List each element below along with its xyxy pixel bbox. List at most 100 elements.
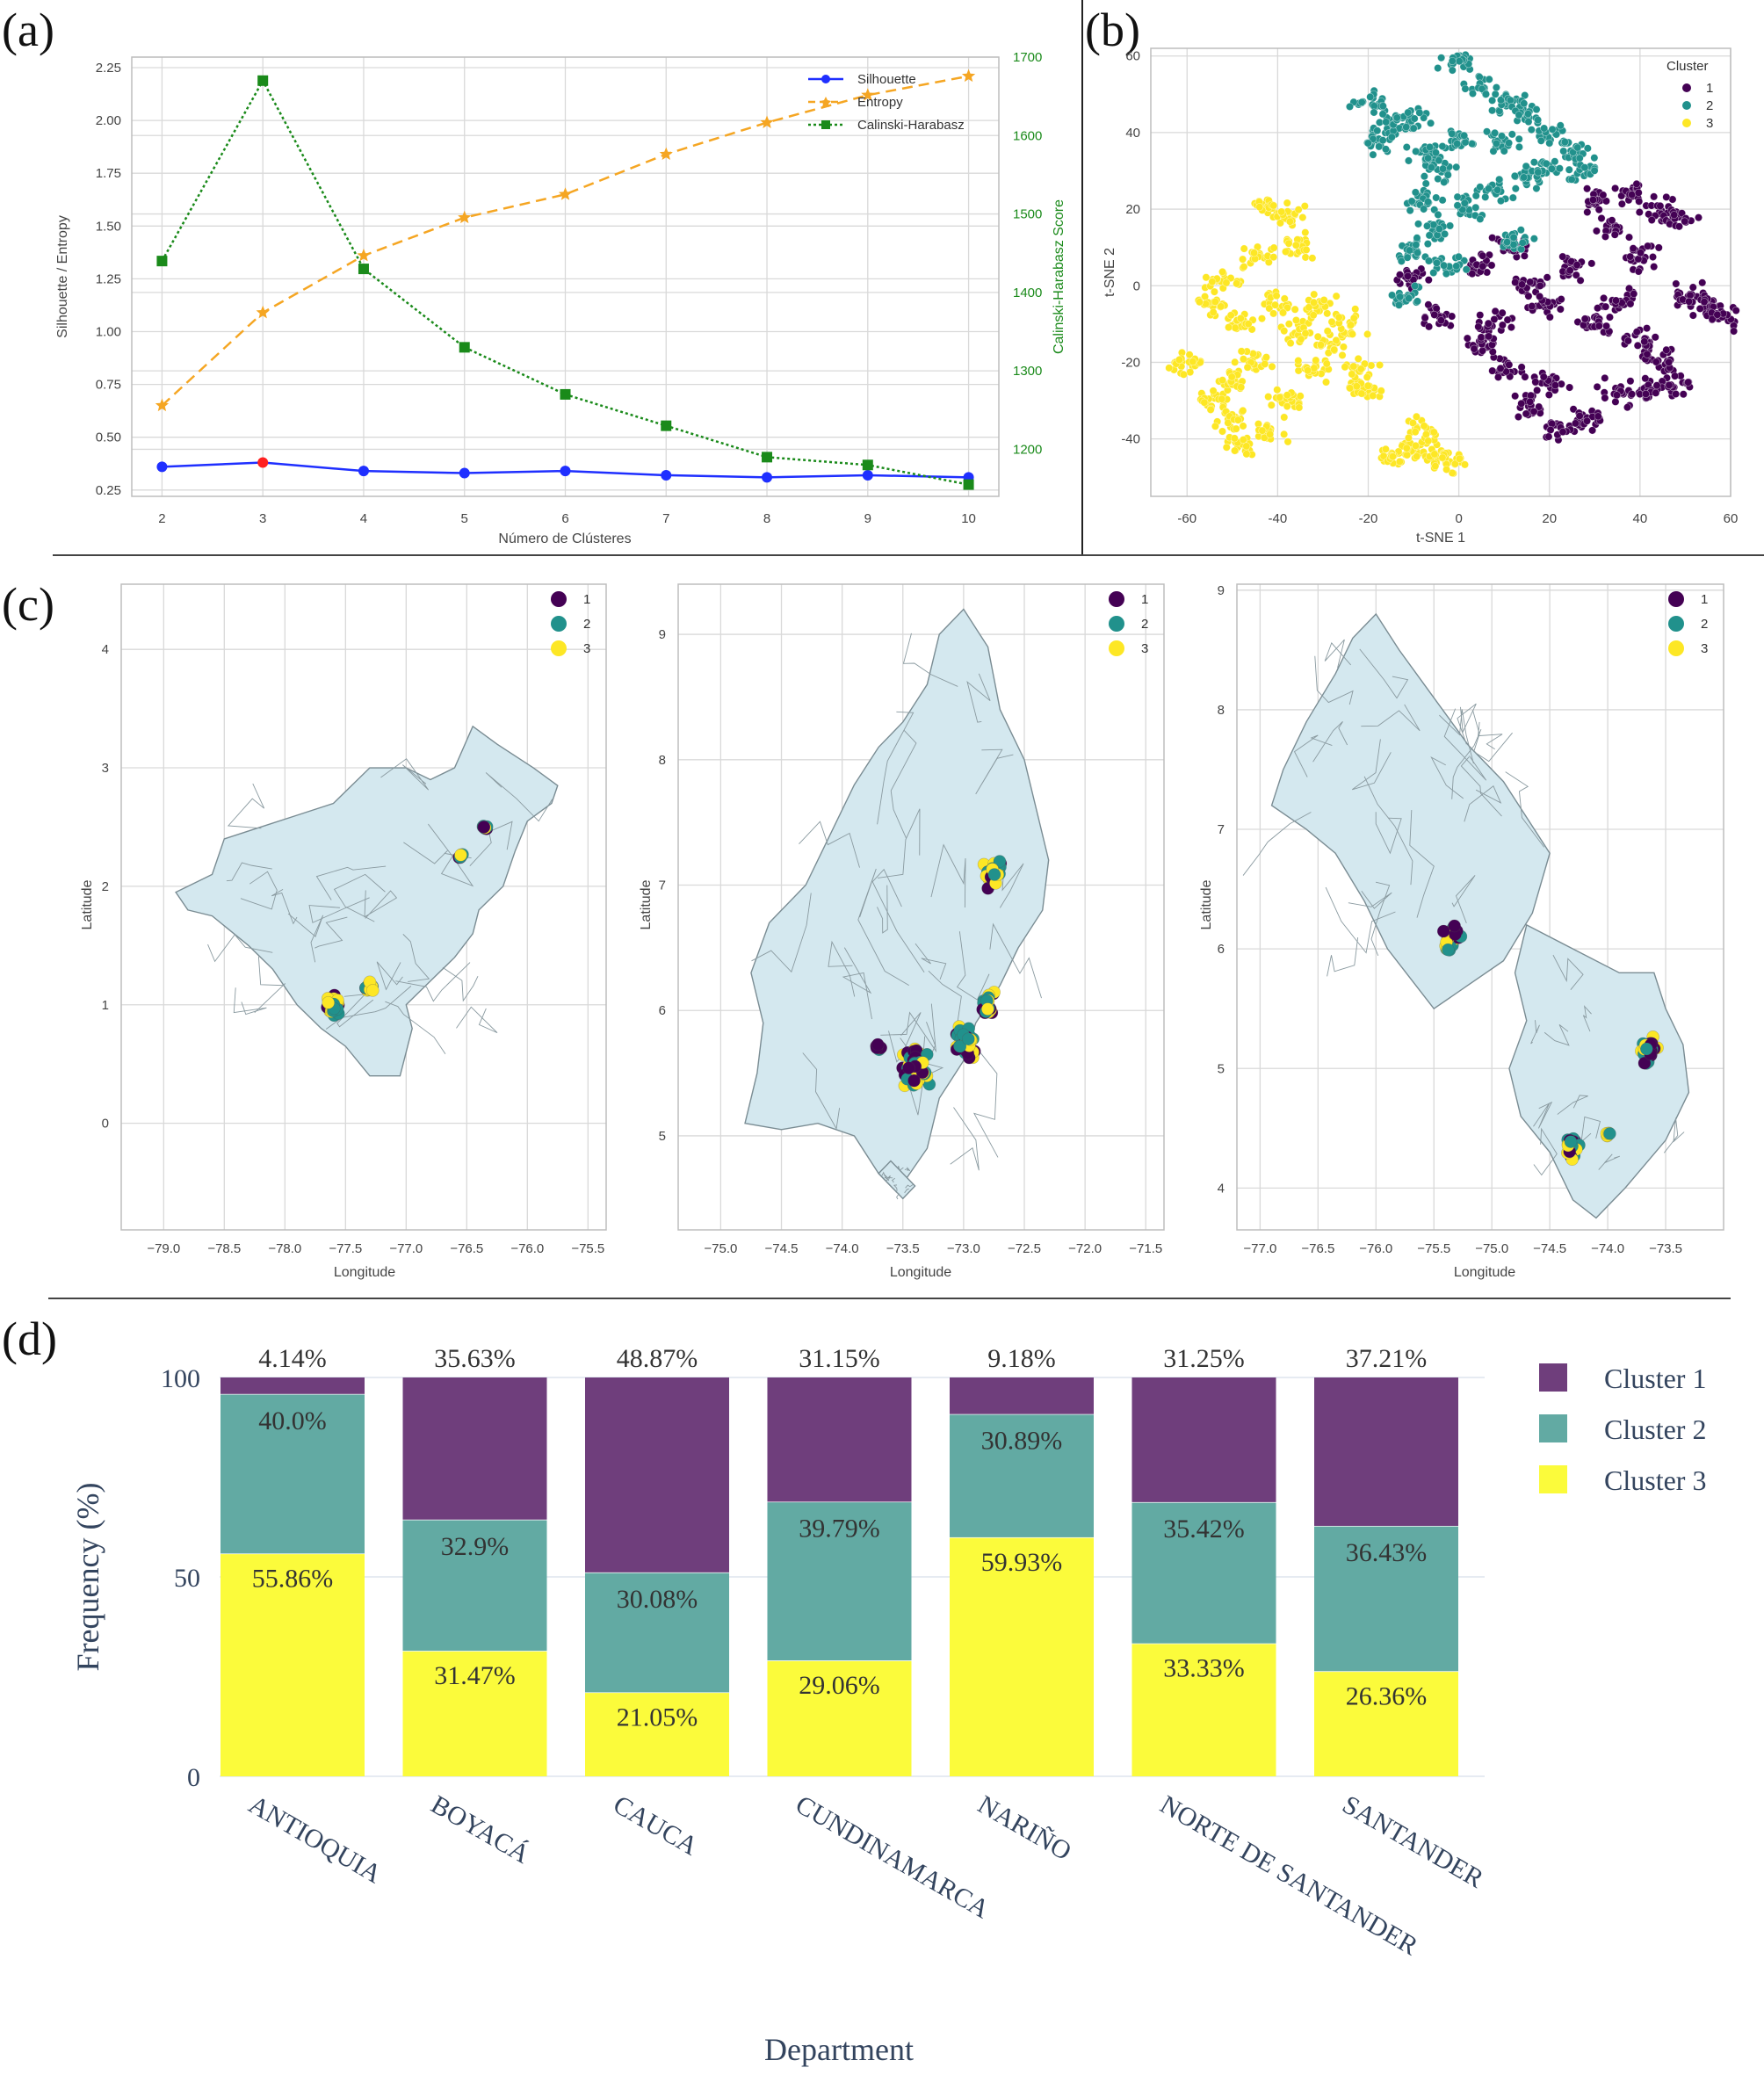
bar-segment-cluster-3 bbox=[585, 1692, 729, 1776]
municipality-boundary bbox=[891, 1177, 896, 1183]
tsne-point-cluster-1 bbox=[1536, 293, 1544, 301]
bar-segment-cluster-3 bbox=[950, 1536, 1094, 1776]
tsne-point-cluster-3 bbox=[1348, 329, 1356, 338]
tsne-point-cluster-3 bbox=[1319, 296, 1328, 305]
tsne-point-cluster-3 bbox=[1239, 355, 1247, 364]
panel-b-frame bbox=[1150, 47, 1731, 497]
bar-segment-cluster-1 bbox=[220, 1377, 365, 1394]
tsne-point-cluster-1 bbox=[1644, 242, 1652, 250]
x-tick: −76.5 bbox=[1301, 1241, 1334, 1256]
tsne-point-cluster-2 bbox=[1515, 142, 1523, 151]
tsne-point-cluster-1 bbox=[1637, 249, 1645, 257]
tsne-point-cluster-2 bbox=[1485, 184, 1493, 193]
entropy-point bbox=[961, 69, 976, 83]
tsne-point-cluster-1 bbox=[1511, 392, 1520, 401]
tsne-point-cluster-1 bbox=[1545, 313, 1554, 322]
tsne-point-cluster-3 bbox=[1412, 412, 1421, 421]
tsne-point-cluster-2 bbox=[1435, 156, 1443, 165]
y-tick: 2 bbox=[102, 879, 109, 894]
tsne-point-cluster-2 bbox=[1590, 154, 1599, 163]
y-tick: 2.00 bbox=[96, 113, 121, 128]
tsne-point-cluster-2 bbox=[1388, 291, 1397, 300]
tsne-point-cluster-2 bbox=[1471, 203, 1480, 212]
tsne-point-cluster-1 bbox=[1565, 383, 1574, 392]
tsne-point-cluster-1 bbox=[1597, 214, 1606, 223]
tsne-point-cluster-1 bbox=[1507, 323, 1515, 332]
tsne-point-cluster-1 bbox=[1635, 208, 1644, 217]
tsne-point-cluster-1 bbox=[1448, 312, 1457, 321]
panel-label-a: (a) bbox=[2, 4, 54, 56]
tsne-point-cluster-2 bbox=[1524, 118, 1533, 127]
y-tick: 8 bbox=[1218, 703, 1225, 718]
tsne-point-cluster-2 bbox=[1392, 113, 1401, 122]
tsne-point-cluster-3 bbox=[1349, 314, 1358, 322]
tsne-point-cluster-1 bbox=[1498, 321, 1507, 329]
municipality-boundary bbox=[828, 940, 856, 997]
tsne-point-cluster-3 bbox=[1295, 403, 1304, 412]
tsne-point-cluster-3 bbox=[1316, 341, 1325, 350]
map-point bbox=[1640, 1042, 1653, 1056]
tsne-point-cluster-1 bbox=[1602, 322, 1611, 330]
municipality-boundary bbox=[972, 1047, 999, 1158]
tsne-point-cluster-3 bbox=[1179, 370, 1188, 379]
tsne-point-cluster-2 bbox=[1545, 139, 1554, 148]
tsne-point-cluster-3 bbox=[1403, 451, 1412, 459]
municipality-boundary bbox=[1451, 728, 1482, 799]
tsne-point-cluster-3 bbox=[1258, 426, 1267, 435]
tsne-point-cluster-2 bbox=[1434, 175, 1442, 184]
tsne-point-cluster-1 bbox=[1599, 191, 1608, 199]
tsne-point-cluster-1 bbox=[1557, 295, 1565, 304]
tsne-point-cluster-2 bbox=[1402, 123, 1411, 132]
panel-d-stacked-bars: 55.86% 40.0% 4.14% 31.47% 32.9% 35.63% 21.05% 3… bbox=[70, 1344, 1706, 2067]
department-outline bbox=[878, 1160, 916, 1200]
tsne-point-cluster-2 bbox=[1507, 130, 1516, 139]
panel-b-xlabel: t-SNE 1 bbox=[1416, 531, 1465, 546]
tsne-point-cluster-1 bbox=[1539, 372, 1548, 381]
bar-label-cluster-3: 21.05% bbox=[617, 1703, 698, 1732]
tsne-point-cluster-1 bbox=[1628, 390, 1637, 399]
tsne-point-cluster-3 bbox=[1165, 364, 1174, 372]
tsne-point-cluster-3 bbox=[1411, 428, 1420, 437]
tsne-point-cluster-2 bbox=[1382, 118, 1391, 127]
tsne-point-cluster-2 bbox=[1471, 192, 1480, 200]
x-tick: −71.5 bbox=[1129, 1241, 1162, 1256]
panel-label-b: (b) bbox=[1085, 4, 1140, 56]
tsne-point-cluster-1 bbox=[1665, 358, 1674, 366]
category-label: SANTANDER bbox=[1338, 1789, 1489, 1893]
tsne-point-cluster-3 bbox=[1402, 444, 1411, 452]
tsne-point-cluster-1 bbox=[1531, 378, 1540, 387]
map-point bbox=[1603, 1127, 1616, 1140]
municipality-boundary bbox=[1293, 734, 1333, 777]
tsne-point-cluster-2 bbox=[1462, 265, 1471, 274]
tsne-point-cluster-3 bbox=[1460, 460, 1469, 469]
entropy-point bbox=[256, 305, 270, 319]
y-tick: 2.25 bbox=[96, 61, 121, 76]
series-line-entropy bbox=[161, 75, 969, 407]
map-3-ylabel: Latitude bbox=[1199, 879, 1214, 929]
tsne-point-cluster-3 bbox=[1269, 309, 1278, 318]
tsne-point-cluster-3 bbox=[1348, 370, 1356, 379]
tsne-point-cluster-1 bbox=[1610, 230, 1619, 239]
tsne-point-cluster-2 bbox=[1481, 192, 1490, 201]
tsne-point-cluster-1 bbox=[1640, 337, 1649, 346]
tsne-point-cluster-3 bbox=[1200, 398, 1209, 407]
tsne-point-cluster-1 bbox=[1522, 409, 1530, 418]
tsne-point-cluster-2 bbox=[1397, 257, 1406, 265]
tsne-point-cluster-1 bbox=[1524, 292, 1533, 300]
silhouette-point bbox=[762, 472, 773, 483]
tsne-point-cluster-1 bbox=[1580, 315, 1589, 323]
tsne-point-cluster-2 bbox=[1415, 108, 1424, 117]
tsne-point-cluster-3 bbox=[1363, 372, 1371, 381]
municipality-boundary bbox=[254, 956, 286, 1014]
tsne-point-cluster-1 bbox=[1608, 216, 1616, 225]
tsne-point-cluster-1 bbox=[1487, 261, 1496, 270]
tsne-point-cluster-3 bbox=[1276, 219, 1284, 228]
tsne-point-cluster-1 bbox=[1478, 262, 1487, 271]
tsne-point-cluster-2 bbox=[1483, 127, 1492, 136]
x-tick: −75.5 bbox=[1417, 1241, 1450, 1256]
tsne-point-cluster-1 bbox=[1684, 378, 1693, 387]
bar-segment-cluster-1 bbox=[402, 1377, 547, 1520]
map-legend-label: 2 bbox=[583, 617, 590, 632]
map-2-xlabel: Longitude bbox=[890, 1265, 951, 1280]
tsne-point-cluster-1 bbox=[1517, 363, 1526, 372]
